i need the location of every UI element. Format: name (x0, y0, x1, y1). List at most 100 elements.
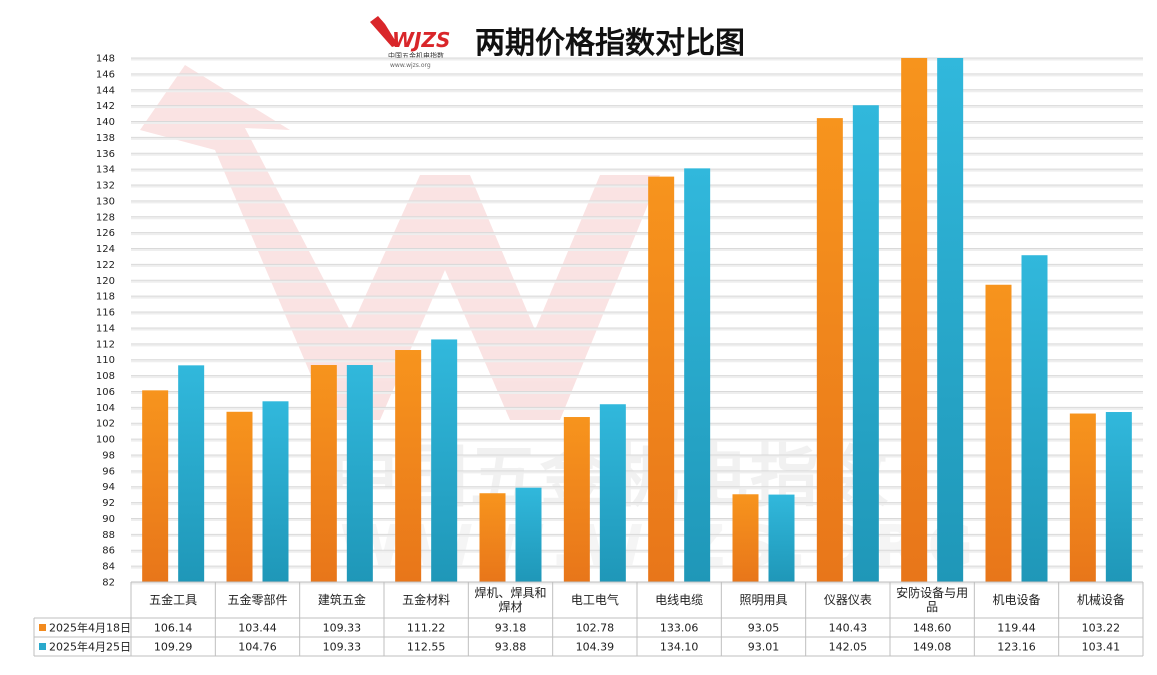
table-cell-value: 119.44 (997, 622, 1036, 635)
y-tick-label: 142 (96, 101, 115, 112)
x-tick-label: 机电设备 (992, 593, 1040, 607)
bar-series1 (901, 58, 928, 582)
y-tick-label: 132 (96, 181, 115, 192)
y-tick-label: 102 (96, 419, 115, 430)
y-tick-label: 94 (102, 482, 115, 493)
x-tick-label: 品 (926, 600, 938, 614)
logo-arrow-icon (370, 16, 398, 47)
logo-url: www.wjzs.org (390, 62, 431, 69)
bar-series2 (852, 105, 879, 583)
table-cell-value: 93.05 (748, 622, 780, 635)
y-tick-label: 106 (96, 387, 115, 398)
table-cell-value: 102.78 (576, 622, 615, 635)
y-tick-label: 138 (96, 133, 115, 144)
plot-area (131, 57, 1143, 585)
y-tick-label: 128 (96, 212, 115, 223)
x-tick-label: 焊机、焊具和 (474, 585, 546, 600)
table-cell-value: 93.18 (495, 622, 527, 635)
bar-series2 (937, 58, 964, 582)
bar-series1 (985, 284, 1012, 582)
y-tick-label: 100 (96, 435, 115, 446)
y-tick-label: 82 (102, 578, 115, 589)
x-tick-label: 电线电缆 (655, 593, 703, 607)
logo: WJZS 中国五金机电指数 www.wjzs.org (370, 16, 450, 69)
table-cell-value: 104.39 (576, 641, 615, 654)
x-tick-label: 仪器仪表 (824, 593, 872, 607)
y-tick-label: 92 (102, 498, 115, 509)
bar-series1 (310, 365, 337, 582)
table-cell-value: 103.22 (1082, 622, 1121, 635)
table-cell-value: 93.88 (495, 641, 527, 654)
bar-series1 (732, 494, 759, 582)
chart-title: 两期价格指数对比图 (475, 26, 745, 61)
table-cell-value: 104.76 (238, 641, 277, 654)
table-cell-value: 109.29 (154, 641, 193, 654)
bar-series2 (684, 168, 711, 582)
y-tick-label: 118 (96, 292, 115, 303)
table-cell-value: 123.16 (997, 641, 1036, 654)
table-cell-value: 103.44 (238, 622, 277, 635)
x-tick-label: 安防设备与用 (896, 585, 968, 600)
bar-series1 (479, 493, 506, 582)
x-tick-label: 五金零部件 (227, 592, 287, 607)
y-tick-label: 114 (96, 323, 115, 334)
y-tick-label: 130 (96, 196, 115, 207)
bar-series2 (1021, 255, 1048, 582)
bar-series1 (226, 411, 253, 582)
x-tick-label: 电工电气 (571, 592, 619, 607)
bar-series2 (431, 339, 458, 582)
y-tick-label: 148 (96, 54, 115, 65)
table-cell-value: 149.08 (913, 641, 952, 654)
y-tick-label: 134 (96, 165, 115, 176)
y-tick-label: 86 (102, 546, 115, 557)
x-tick-label: 五金材料 (402, 592, 450, 607)
bar-series2 (346, 365, 373, 582)
bar-series2 (1105, 412, 1132, 582)
table-cell-value: 140.43 (829, 622, 868, 635)
bar-series2 (262, 401, 289, 582)
y-tick-label: 88 (102, 530, 115, 541)
y-tick-label: 98 (102, 450, 115, 461)
table-cell-value: 103.41 (1082, 641, 1121, 654)
logo-subtitle: 中国五金机电指数 (388, 51, 444, 60)
y-tick-label: 84 (102, 562, 115, 573)
bar-series1 (395, 350, 422, 582)
table-cell-value: 109.33 (323, 622, 362, 635)
legend-swatch (39, 643, 46, 650)
legend-swatch (39, 624, 46, 631)
y-tick-label: 112 (96, 339, 115, 350)
bar-series2 (515, 487, 542, 582)
y-tick-label: 116 (96, 308, 115, 319)
y-tick-label: 122 (96, 260, 115, 271)
table-cell-value: 142.05 (829, 641, 868, 654)
table-cell-value: 106.14 (154, 622, 193, 635)
table-cell-value: 112.55 (407, 641, 446, 654)
bar-series1 (1069, 413, 1096, 582)
bar-series2 (768, 494, 795, 582)
x-tick-label: 照明用具 (739, 593, 787, 607)
y-tick-label: 140 (96, 117, 115, 128)
y-tick-label: 120 (96, 276, 115, 287)
table-cell-value: 93.01 (748, 641, 780, 654)
y-axis: 82 84 86 88 90 92 94 96 98 100 102 104 106 108 110 112 1… (96, 54, 115, 589)
table-cell-value: 133.06 (660, 622, 699, 635)
bar-series1 (563, 417, 590, 582)
bar-series2 (599, 404, 626, 582)
logo-text: WJZS (392, 28, 450, 52)
y-tick-label: 144 (96, 85, 115, 96)
x-tick-label: 建筑五金 (318, 592, 366, 607)
bar-series1 (816, 118, 843, 583)
x-tick-label: 机械设备 (1077, 592, 1125, 607)
bar-series1 (648, 176, 675, 582)
y-tick-label: 108 (96, 371, 115, 382)
table-cell-value: 111.22 (407, 622, 446, 635)
y-tick-label: 96 (102, 466, 115, 477)
table-cell-value: 134.10 (660, 641, 699, 654)
y-tick-label: 110 (96, 355, 115, 366)
y-tick-label: 124 (96, 244, 115, 255)
y-tick-label: 136 (96, 149, 115, 160)
y-tick-label: 146 (96, 69, 115, 80)
table-cell-value: 109.33 (323, 641, 362, 654)
